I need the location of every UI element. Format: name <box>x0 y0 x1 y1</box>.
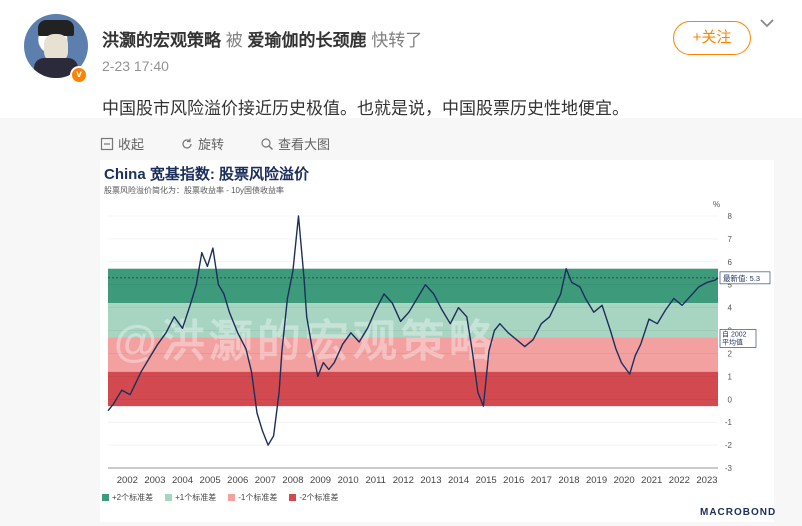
band-minus1 <box>108 337 718 372</box>
x-tick-label: 2018 <box>558 475 579 486</box>
verified-badge-icon: v <box>70 66 88 84</box>
y-tick-label: -1 <box>725 418 733 427</box>
reposted-text: 快转了 <box>371 31 423 50</box>
y-tick-label: 7 <box>728 235 733 244</box>
by-text: 被 <box>225 31 243 50</box>
x-tick-label: 2011 <box>366 475 386 486</box>
y-tick-label: 4 <box>728 304 733 313</box>
follow-button[interactable]: +关注 <box>673 21 751 55</box>
mean-label-line1: 自 2002 <box>722 329 747 338</box>
x-tick-label: 2010 <box>338 475 359 486</box>
view-large-label: 查看大图 <box>278 137 331 152</box>
post-time[interactable]: 2-23 17:40 <box>102 58 169 74</box>
rotate-label: 旋转 <box>198 137 225 152</box>
mean-label-box <box>719 329 757 348</box>
x-tick-label: 2005 <box>200 475 221 486</box>
band-minus2 <box>108 371 718 407</box>
chart-legend: +2个标准差 +1个标准差 -1个标准差 -2个标准差 <box>102 492 339 503</box>
y-tick-label: 8 <box>728 212 733 221</box>
avatar[interactable] <box>24 14 88 78</box>
watermark: @洪灏的宏观策略 <box>114 317 497 366</box>
y-tick-label: 5 <box>728 281 733 290</box>
x-tick-label: 2003 <box>144 475 165 486</box>
chart-image[interactable]: China 宽基指数: 股票风险溢价 股票风险溢价简化为：股票收益率 - 10y… <box>100 160 777 522</box>
x-tick-label: 2019 <box>586 475 607 486</box>
x-tick-label: 2020 <box>614 475 635 486</box>
post-text: 中国股市风险溢价接近历史极值。也就是说，中国股票历史性地便宜。 <box>102 99 629 118</box>
source-logo: MACROBOND <box>700 507 777 518</box>
y-tick-label: 1 <box>728 372 733 381</box>
x-tick-label: 2021 <box>641 475 662 486</box>
chart-plot: -3-2-10123456782002200320042005200620072… <box>107 212 771 486</box>
y-tick-label: -3 <box>725 464 733 473</box>
x-tick-label: 2022 <box>669 475 690 486</box>
chevron-down-icon[interactable] <box>758 14 776 32</box>
latest-label: 最新值: 5.3 <box>723 273 760 283</box>
x-tick-label: 2016 <box>503 475 524 486</box>
x-tick-label: 2004 <box>172 475 193 486</box>
x-tick-label: 2008 <box>282 475 303 486</box>
band-plus1 <box>108 303 718 338</box>
post-header: 洪灏的宏观策略 被 爱瑜伽的长颈鹿 快转了 <box>102 26 422 51</box>
x-tick-label: 2007 <box>255 475 276 486</box>
x-tick-label: 2006 <box>227 475 248 486</box>
chart-subtitle: 股票风险溢价简化为：股票收益率 - 10y国债收益率 <box>104 186 285 195</box>
y-tick-label: -2 <box>725 441 733 450</box>
x-tick-label: 2014 <box>448 475 469 486</box>
legend-item-minus2: -2个标准差 <box>289 492 339 503</box>
latest-label-box <box>719 271 771 285</box>
chart-title: China 宽基指数: 股票风险溢价 <box>104 166 309 183</box>
x-tick-label: 2017 <box>531 475 552 486</box>
view-large-button[interactable]: 查看大图 <box>260 134 330 153</box>
rotate-icon <box>182 138 192 149</box>
y-axis-unit: % <box>713 200 721 209</box>
band-plus2 <box>108 268 718 304</box>
author-name[interactable]: 洪灏的宏观策略 <box>102 31 221 50</box>
x-tick-label: 2002 <box>117 475 138 486</box>
collapse-icon <box>100 137 114 150</box>
quoted-author-name[interactable]: 爱瑜伽的长颈鹿 <box>247 31 367 50</box>
legend-item-plus1: +1个标准差 <box>165 492 216 503</box>
collapse-button[interactable]: 收起 <box>100 134 144 153</box>
y-tick-label: 6 <box>728 258 733 267</box>
collapse-label: 收起 <box>118 137 145 152</box>
y-tick-label: 0 <box>728 395 733 404</box>
x-tick-label: 2013 <box>420 475 441 486</box>
x-tick-label: 2012 <box>393 475 414 486</box>
magnify-icon <box>261 137 273 150</box>
series-line <box>107 215 719 446</box>
x-tick-label: 2009 <box>310 475 331 486</box>
mean-label-line2: 平均值 <box>722 337 743 346</box>
x-tick-label: 2015 <box>476 475 497 486</box>
y-tick-label: 2 <box>728 349 733 358</box>
rotate-button[interactable]: 旋转 <box>180 134 224 153</box>
legend-item-plus2: +2个标准差 <box>102 492 153 503</box>
legend-item-minus1: -1个标准差 <box>228 492 277 503</box>
x-tick-label: 2023 <box>696 475 717 486</box>
